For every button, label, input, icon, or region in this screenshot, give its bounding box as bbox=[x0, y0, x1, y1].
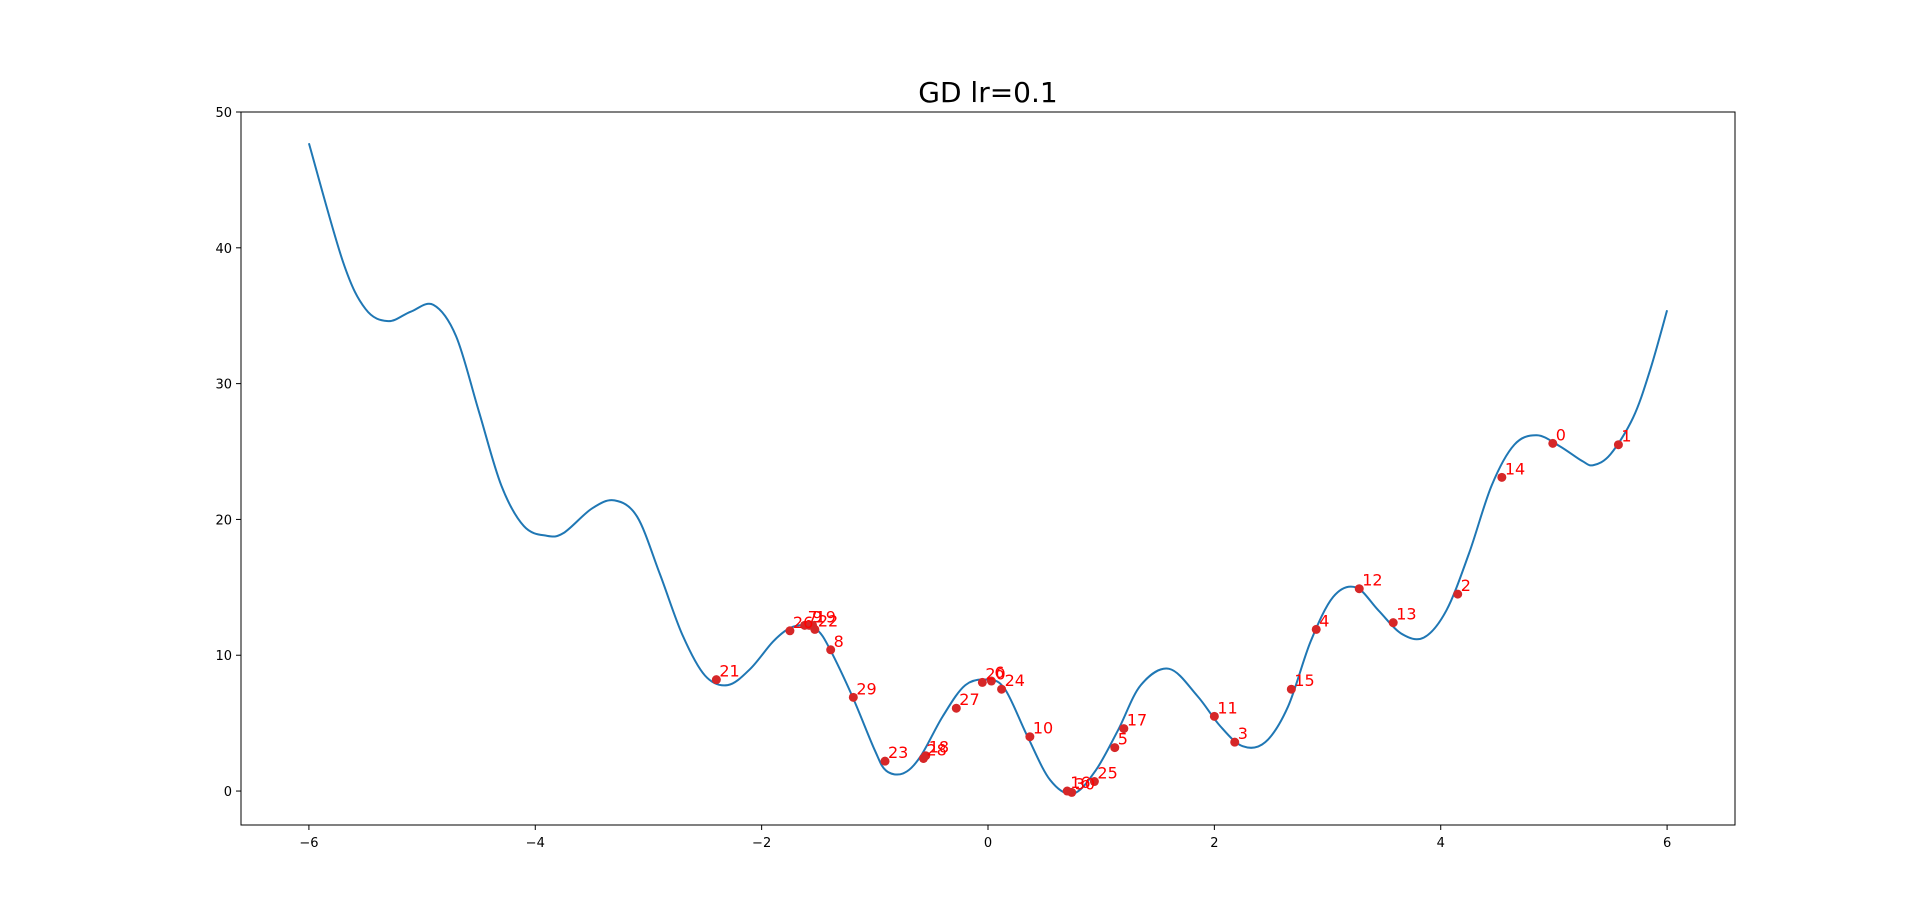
gd-step-label: 29 bbox=[856, 679, 876, 698]
gd-step-label: 22 bbox=[818, 611, 838, 630]
gd-step-label: 7 bbox=[808, 607, 818, 626]
gd-step-label: 14 bbox=[1505, 459, 1525, 478]
gd-step-point bbox=[1311, 624, 1321, 634]
gd-step-point bbox=[1209, 711, 1219, 721]
gd-step-point bbox=[977, 677, 987, 687]
gd-step-point bbox=[1497, 472, 1507, 482]
y-axis: 0 10 20 30 40 50 bbox=[215, 106, 241, 800]
gd-step-label: 0 bbox=[1556, 425, 1566, 444]
gd-step-label: 8 bbox=[834, 632, 844, 651]
x-axis: −6 −4 −2 0 2 4 6 bbox=[299, 825, 1671, 851]
gd-step-label: 30 bbox=[1075, 774, 1095, 793]
x-tick-label: 2 bbox=[1210, 836, 1218, 851]
gd-step-point bbox=[1548, 438, 1558, 448]
x-tick-label: −4 bbox=[526, 836, 545, 851]
chart-title: GD lr=0.1 bbox=[918, 76, 1057, 109]
gd-step-point bbox=[1230, 737, 1240, 747]
y-tick-label: 40 bbox=[215, 242, 232, 257]
x-tick-label: 0 bbox=[984, 836, 992, 851]
gd-step-point bbox=[1089, 777, 1099, 787]
x-tick-label: −6 bbox=[299, 836, 318, 851]
gd-step-point bbox=[711, 675, 721, 685]
gd-step-point bbox=[826, 645, 836, 655]
gd-step-label: 10 bbox=[1033, 719, 1053, 738]
y-tick-label: 20 bbox=[215, 513, 232, 528]
gd-step-point bbox=[1067, 787, 1077, 797]
gd-step-label: 2 bbox=[1461, 576, 1471, 595]
x-tick-label: −2 bbox=[752, 836, 771, 851]
gd-step-point bbox=[1119, 724, 1129, 734]
gd-step-label: 6 bbox=[994, 663, 1004, 682]
gd-step-label: 1 bbox=[1621, 427, 1631, 446]
gd-step-label: 5 bbox=[1118, 730, 1128, 749]
gd-step-point bbox=[997, 684, 1007, 694]
gd-step-label: 28 bbox=[926, 740, 946, 759]
gd-step-point bbox=[1388, 618, 1398, 628]
gd-step-point bbox=[1025, 732, 1035, 742]
gd-step-label: 17 bbox=[1127, 711, 1147, 730]
gd-step-label: 16 bbox=[1070, 773, 1090, 792]
gd-step-label: 24 bbox=[1005, 671, 1025, 690]
gd-step-label: 15 bbox=[1294, 671, 1314, 690]
gd-step-label: 12 bbox=[1362, 571, 1382, 590]
gd-step-point bbox=[986, 676, 996, 686]
gd-step-label: 25 bbox=[1097, 764, 1117, 783]
gd-step-point bbox=[1110, 743, 1120, 753]
x-tick-label: 4 bbox=[1437, 836, 1445, 851]
y-tick-label: 50 bbox=[215, 106, 232, 121]
gd-step-label: 21 bbox=[719, 662, 739, 681]
gd-step-point bbox=[810, 624, 820, 634]
gd-step-label: 13 bbox=[1396, 605, 1416, 624]
gd-step-point bbox=[1354, 584, 1364, 594]
gd-step-label: 27 bbox=[959, 690, 979, 709]
gd-step-label: 4 bbox=[1319, 611, 1329, 630]
y-tick-label: 30 bbox=[215, 378, 232, 393]
gd-step-point bbox=[951, 703, 961, 713]
gd-step-label: 26 bbox=[793, 613, 813, 632]
gd-step-point bbox=[1453, 589, 1463, 599]
gd-step-point bbox=[785, 626, 795, 636]
gd-step-label: 19 bbox=[816, 607, 836, 626]
gd-step-point bbox=[880, 756, 890, 766]
gd-step-point bbox=[848, 692, 858, 702]
loss-curve bbox=[307, 142, 1669, 796]
x-tick-label: 6 bbox=[1663, 836, 1671, 851]
y-tick-label: 10 bbox=[215, 649, 232, 664]
gd-step-label: 18 bbox=[929, 738, 949, 757]
gd-step-label: 20 bbox=[985, 664, 1005, 683]
gd-step-label: 23 bbox=[888, 743, 908, 762]
gd-step-label: 3 bbox=[1238, 724, 1248, 743]
gd-step-label: 11 bbox=[1217, 698, 1237, 717]
plot-area: 0 123456789101112131415161718192021222324… bbox=[307, 142, 1669, 797]
gd-step-label: 9 bbox=[812, 607, 822, 626]
gd-step-point bbox=[918, 753, 928, 763]
gd-step-point bbox=[1286, 684, 1296, 694]
y-tick-label: 0 bbox=[224, 785, 232, 800]
gd-step-point bbox=[1613, 440, 1623, 450]
